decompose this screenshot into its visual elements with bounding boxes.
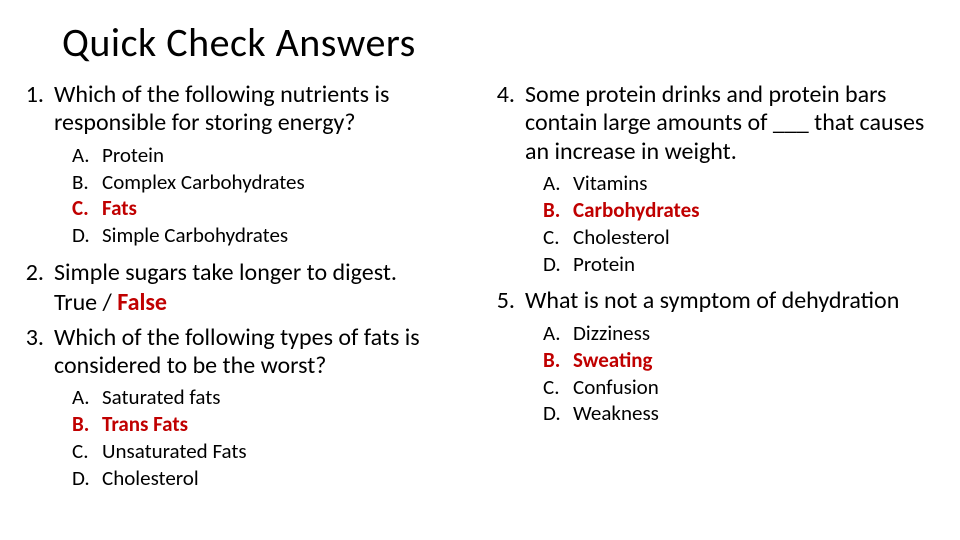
option-letter: A. <box>72 384 102 411</box>
right-column: 4. Some protein drinks and protein bars … <box>489 81 936 502</box>
option-letter: A. <box>543 320 573 347</box>
option-text: Weakness <box>573 400 936 427</box>
option-letter: D. <box>72 222 102 249</box>
question-number: 4. <box>489 81 525 166</box>
option-text: Saturated fats <box>102 384 465 411</box>
option-row: C.Fats <box>72 195 465 222</box>
option-letter: C. <box>543 374 573 401</box>
option-letter: B. <box>72 411 102 438</box>
option-text: Trans Fats <box>102 411 465 438</box>
content-columns: 1. Which of the following nutrients is r… <box>18 81 936 502</box>
question-3: 3. Which of the following types of fats … <box>18 324 465 381</box>
option-row: C.Confusion <box>543 374 936 401</box>
false-label: False <box>117 288 167 317</box>
option-text: Fats <box>102 195 465 222</box>
option-text: Cholesterol <box>102 465 465 492</box>
option-row: D.Cholesterol <box>72 465 465 492</box>
option-letter: A. <box>72 142 102 169</box>
question-text: What is not a symptom of dehydration <box>525 287 936 315</box>
option-text: Dizziness <box>573 320 936 347</box>
option-text: Cholesterol <box>573 224 936 251</box>
option-text: Unsaturated Fats <box>102 438 465 465</box>
option-text: Carbohydrates <box>573 197 936 224</box>
question-3-options: A.Saturated fatsB.Trans FatsC.Unsaturate… <box>72 384 465 492</box>
option-row: C.Unsaturated Fats <box>72 438 465 465</box>
option-row: D.Simple Carbohydrates <box>72 222 465 249</box>
tf-sep: / <box>97 288 117 317</box>
question-4-options: A.VitaminsB.CarbohydratesC.CholesterolD.… <box>543 170 936 278</box>
option-row: B.Carbohydrates <box>543 197 936 224</box>
option-row: A.Vitamins <box>543 170 936 197</box>
option-row: B.Sweating <box>543 347 936 374</box>
question-number: 5. <box>489 287 525 315</box>
option-letter: C. <box>72 195 102 222</box>
option-letter: A. <box>543 170 573 197</box>
option-text: Protein <box>102 142 465 169</box>
question-2-truefalse: True / False <box>54 289 465 317</box>
left-column: 1. Which of the following nutrients is r… <box>18 81 465 502</box>
option-text: Sweating <box>573 347 936 374</box>
question-text: Which of the following nutrients is resp… <box>54 81 465 138</box>
option-text: Complex Carbohydrates <box>102 169 465 196</box>
option-row: B.Trans Fats <box>72 411 465 438</box>
option-row: A.Saturated fats <box>72 384 465 411</box>
question-5-options: A.DizzinessB.SweatingC.ConfusionD.Weakne… <box>543 320 936 428</box>
option-letter: B. <box>543 197 573 224</box>
option-row: B.Complex Carbohydrates <box>72 169 465 196</box>
option-letter: C. <box>72 438 102 465</box>
question-1: 1. Which of the following nutrients is r… <box>18 81 465 138</box>
option-row: C.Cholesterol <box>543 224 936 251</box>
option-row: D.Weakness <box>543 400 936 427</box>
option-row: A.Dizziness <box>543 320 936 347</box>
option-text: Confusion <box>573 374 936 401</box>
question-2: 2. Simple sugars take longer to digest. <box>18 259 465 287</box>
page-title: Quick Check Answers <box>62 18 936 67</box>
option-text: Simple Carbohydrates <box>102 222 465 249</box>
option-letter: B. <box>543 347 573 374</box>
question-number: 3. <box>18 324 54 381</box>
question-number: 2. <box>18 259 54 287</box>
option-letter: D. <box>72 465 102 492</box>
question-text: Simple sugars take longer to digest. <box>54 259 465 287</box>
question-number: 1. <box>18 81 54 138</box>
option-letter: C. <box>543 224 573 251</box>
question-text: Which of the following types of fats is … <box>54 324 465 381</box>
question-text: Some protein drinks and protein bars con… <box>525 81 936 166</box>
option-row: A.Protein <box>72 142 465 169</box>
option-letter: B. <box>72 169 102 196</box>
question-1-options: A.ProteinB.Complex CarbohydratesC.FatsD.… <box>72 142 465 250</box>
option-text: Protein <box>573 251 936 278</box>
option-letter: D. <box>543 251 573 278</box>
option-text: Vitamins <box>573 170 936 197</box>
option-row: D.Protein <box>543 251 936 278</box>
question-5: 5. What is not a symptom of dehydration <box>489 287 936 315</box>
true-label: True <box>54 288 97 317</box>
question-4: 4. Some protein drinks and protein bars … <box>489 81 936 166</box>
option-letter: D. <box>543 400 573 427</box>
